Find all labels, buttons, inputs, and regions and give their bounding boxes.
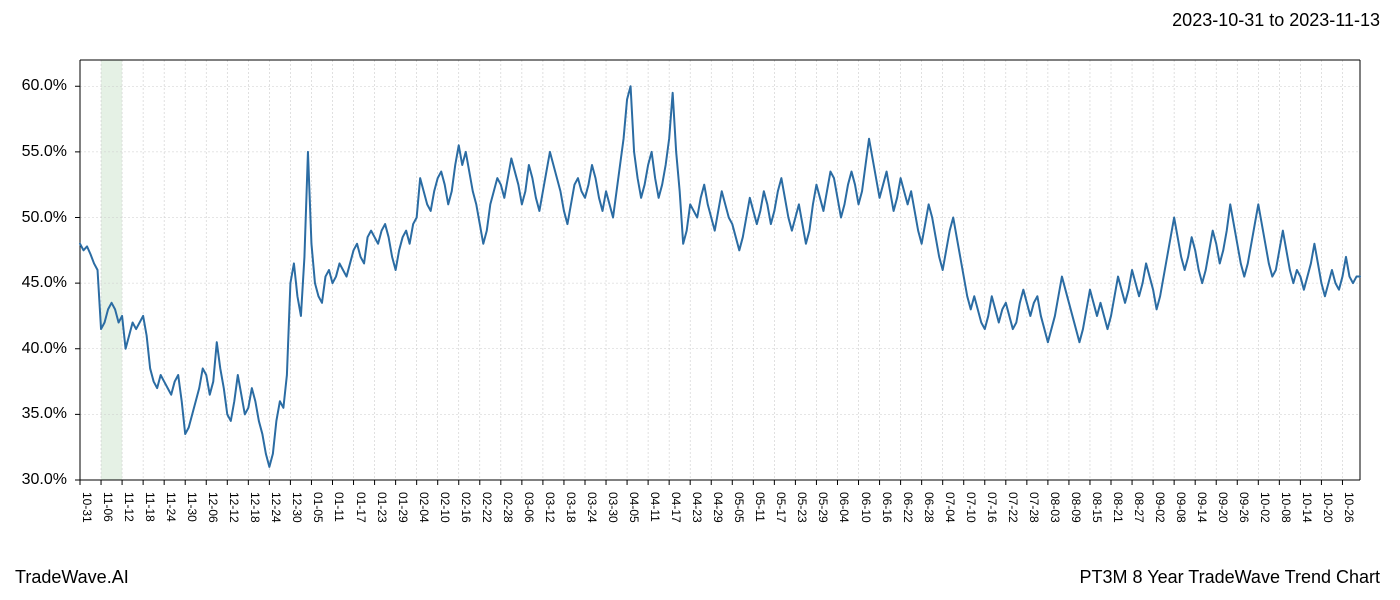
x-tick-label: 09-02 (1153, 492, 1167, 523)
x-tick-label: 04-29 (711, 492, 725, 523)
x-tick-label: 05-11 (753, 492, 767, 522)
x-tick-label: 03-24 (585, 492, 599, 523)
chart-area (80, 60, 1360, 480)
x-tick-label: 01-29 (396, 492, 410, 523)
x-tick-label: 09-26 (1237, 492, 1251, 523)
x-tick-label: 05-29 (816, 492, 830, 523)
x-tick-label: 12-18 (248, 492, 262, 523)
x-tick-label: 02-28 (501, 492, 515, 523)
x-tick-label: 05-17 (774, 492, 788, 523)
y-tick-label: 30.0% (22, 471, 67, 489)
x-tick-label: 10-26 (1342, 492, 1356, 523)
x-tick-label: 04-17 (669, 492, 683, 523)
x-tick-label: 02-22 (480, 492, 494, 523)
chart-title-footer: PT3M 8 Year TradeWave Trend Chart (1080, 567, 1380, 588)
x-tick-label: 04-05 (627, 492, 641, 523)
x-tick-label: 11-12 (122, 492, 136, 522)
x-tick-label: 07-22 (1006, 492, 1020, 523)
y-tick-label: 45.0% (22, 274, 67, 292)
x-axis-labels: 10-31 11-06 11-12 11-18 11-24 11-30 12-06 12-12… (80, 485, 1360, 545)
x-tick-label: 01-05 (311, 492, 325, 523)
x-tick-label: 09-20 (1216, 492, 1230, 523)
x-tick-label: 12-12 (227, 492, 241, 523)
x-tick-label: 12-30 (290, 492, 304, 523)
x-tick-label: 12-24 (269, 492, 283, 523)
x-tick-label: 02-04 (417, 492, 431, 523)
x-tick-label: 06-10 (859, 492, 873, 523)
y-axis-labels: 30.0%35.0%40.0%45.0%50.0%55.0%60.0% (5, 60, 75, 480)
brand-footer: TradeWave.AI (15, 567, 129, 588)
x-tick-label: 11-30 (185, 492, 199, 522)
x-tick-label: 11-18 (143, 492, 157, 522)
x-tick-label: 08-27 (1132, 492, 1146, 523)
x-tick-label: 02-16 (459, 492, 473, 523)
y-tick-label: 40.0% (22, 340, 67, 358)
x-tick-label: 03-12 (543, 492, 557, 523)
x-tick-label: 09-08 (1174, 492, 1188, 523)
x-tick-label: 06-16 (880, 492, 894, 523)
x-tick-label: 05-23 (795, 492, 809, 523)
x-tick-label: 06-04 (837, 492, 851, 523)
x-tick-label: 06-28 (922, 492, 936, 523)
x-tick-label: 08-15 (1090, 492, 1104, 523)
x-tick-label: 01-23 (375, 492, 389, 523)
x-tick-label: 11-06 (101, 492, 115, 522)
x-tick-label: 10-02 (1258, 492, 1272, 523)
x-tick-label: 04-23 (690, 492, 704, 523)
x-tick-label: 03-30 (606, 492, 620, 523)
x-tick-label: 03-18 (564, 492, 578, 523)
x-tick-label: 10-31 (80, 492, 94, 523)
x-tick-label: 11-24 (164, 492, 178, 522)
date-range-title: 2023-10-31 to 2023-11-13 (1172, 10, 1380, 31)
x-tick-label: 08-21 (1111, 492, 1125, 523)
line-chart-svg (80, 60, 1360, 480)
x-tick-label: 10-08 (1279, 492, 1293, 523)
x-tick-label: 12-06 (206, 492, 220, 523)
x-tick-label: 10-14 (1300, 492, 1314, 523)
x-tick-label: 09-14 (1195, 492, 1209, 523)
y-tick-label: 55.0% (22, 143, 67, 161)
x-tick-label: 03-06 (522, 492, 536, 523)
x-tick-label: 06-22 (901, 492, 915, 523)
y-tick-label: 35.0% (22, 405, 67, 423)
x-tick-label: 01-11 (332, 492, 346, 522)
x-tick-label: 07-04 (943, 492, 957, 523)
x-tick-label: 02-10 (438, 492, 452, 523)
x-tick-label: 07-10 (964, 492, 978, 523)
x-tick-label: 08-09 (1069, 492, 1083, 523)
x-tick-label: 08-03 (1048, 492, 1062, 523)
x-tick-label: 10-20 (1321, 492, 1335, 523)
x-tick-label: 01-17 (354, 492, 368, 523)
x-tick-label: 05-05 (732, 492, 746, 523)
x-tick-label: 07-28 (1027, 492, 1041, 523)
y-tick-label: 50.0% (22, 209, 67, 227)
y-tick-label: 60.0% (22, 77, 67, 95)
x-tick-label: 07-16 (985, 492, 999, 523)
x-tick-label: 04-11 (648, 492, 662, 522)
